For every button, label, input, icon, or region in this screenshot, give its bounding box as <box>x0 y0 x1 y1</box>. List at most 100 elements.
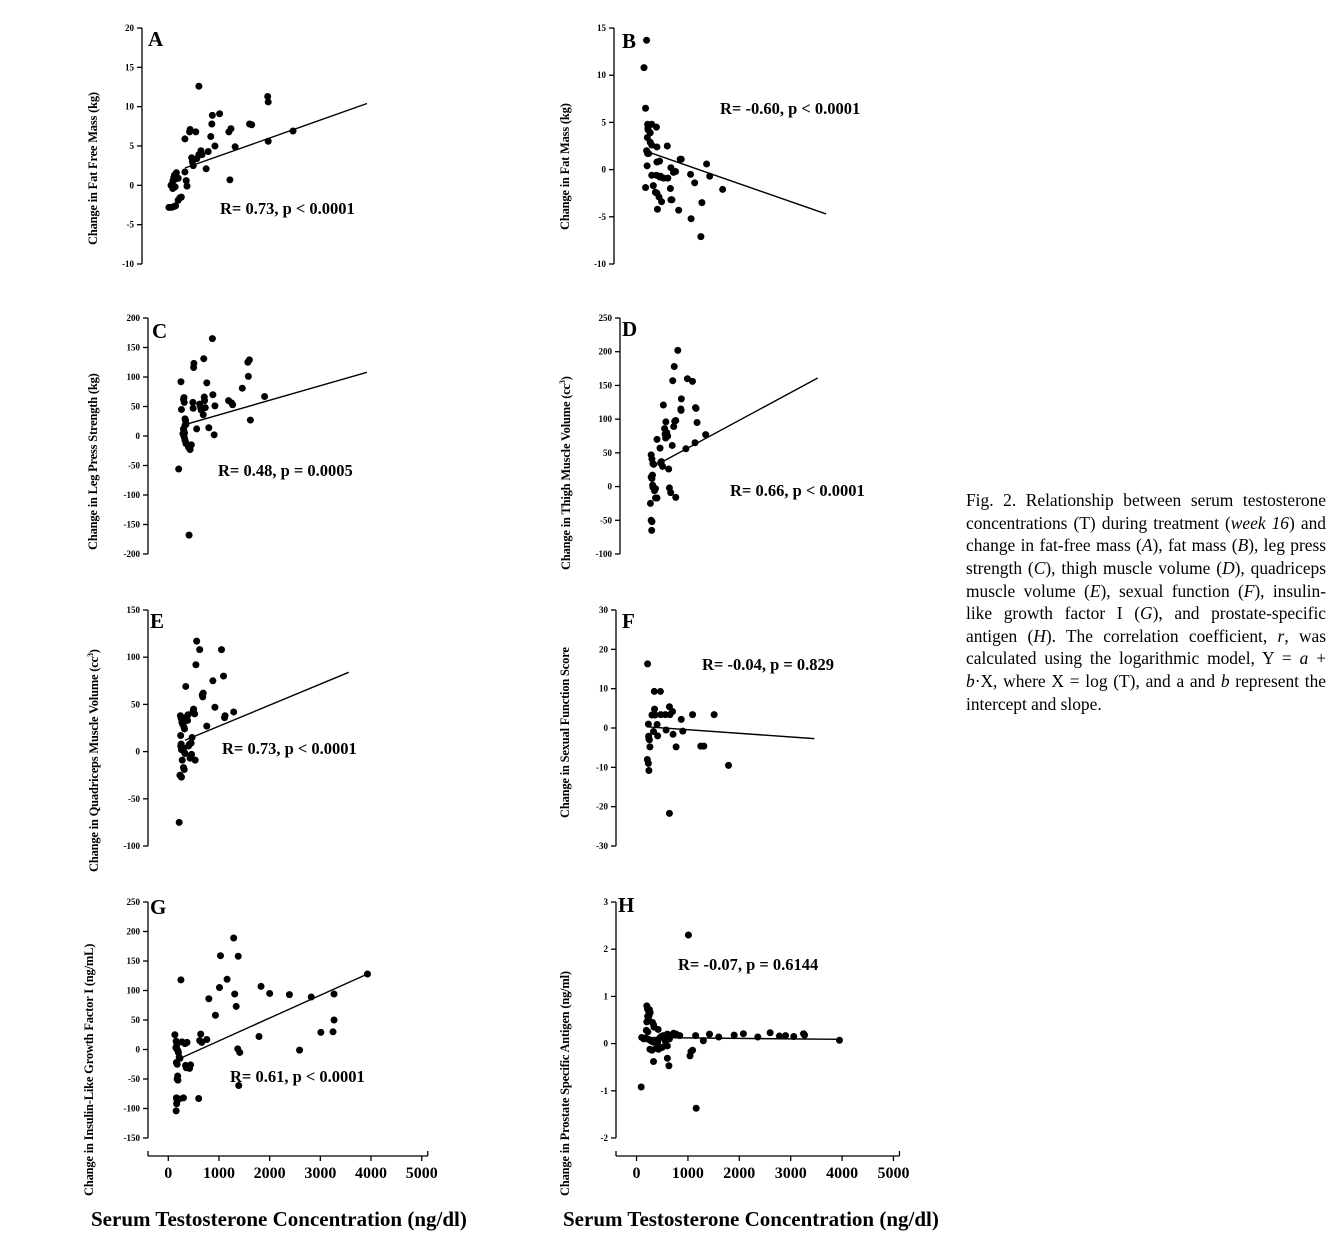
panel-e-plot: 150 100 50 0 -50 -100 E R= 0.73, p < 0.0001 <box>124 605 357 851</box>
data-point <box>230 934 238 942</box>
data-point <box>191 756 199 764</box>
data-point <box>654 1025 662 1033</box>
data-point <box>172 169 180 177</box>
panel-c-plot: 200 150 100 50 0 -50 -100 -150 -200 C R= 0.48, p =… <box>124 313 368 559</box>
data-point <box>209 677 217 685</box>
data-point <box>183 1038 191 1046</box>
data-point <box>216 110 224 118</box>
ytick-label: 15 <box>125 62 135 72</box>
ytick-label: 50 <box>131 402 141 412</box>
data-point <box>706 172 714 180</box>
xtick-label: 0 <box>633 1165 641 1182</box>
data-point <box>244 372 252 380</box>
data-point <box>175 465 183 473</box>
data-point <box>643 162 651 170</box>
data-point <box>317 1028 325 1036</box>
data-point <box>654 732 662 740</box>
ytick-label: -100 <box>124 490 141 500</box>
regression-line <box>184 102 368 169</box>
panel-g-plot: 250 200 150 100 50 0 -50 -100 -150 0 1000 2000 3000 4… <box>124 895 438 1182</box>
data-point <box>205 995 213 1003</box>
data-point <box>703 160 711 168</box>
data-point <box>174 1076 182 1084</box>
data-point <box>183 182 191 190</box>
ytick-label: -2 <box>601 1133 609 1143</box>
data-point <box>226 176 234 184</box>
data-point <box>175 818 183 826</box>
data-point <box>232 1002 240 1010</box>
ytick-label: -5 <box>127 220 135 230</box>
figure-caption: Fig. 2. Relationship between serum testo… <box>966 490 1327 714</box>
ytick-label: -50 <box>600 515 612 525</box>
data-point <box>264 92 272 100</box>
ytick-label: -100 <box>124 841 141 851</box>
panel-e: 150 100 50 0 -50 -100 E R= 0.73, p < 0.0001 <box>100 600 460 870</box>
correlation-annotation: R= -0.60, p < 0.0001 <box>720 99 860 118</box>
ytick-label: -50 <box>128 461 140 471</box>
data-point <box>775 1032 783 1040</box>
ytick-label: 200 <box>127 927 141 937</box>
data-point <box>651 711 659 719</box>
data-point <box>644 1028 652 1036</box>
ytick-label: 0 <box>136 431 141 441</box>
xaxis-title-left: Serum Testosterone Concentration (ng/dl) <box>91 1207 467 1231</box>
panel-letter: D <box>622 317 637 341</box>
data-point <box>677 406 685 414</box>
panel-c: 200 150 100 50 0 -50 -100 -150 -200 C R= 0.48, p =… <box>100 308 460 578</box>
data-point <box>289 127 297 135</box>
data-point <box>656 687 664 695</box>
panel-letter: F <box>622 609 635 633</box>
data-point <box>670 423 678 431</box>
ytick-label: -200 <box>124 549 141 559</box>
data-point <box>691 439 699 447</box>
data-point <box>656 157 664 165</box>
data-point <box>676 1032 684 1040</box>
data-point <box>178 756 186 764</box>
panel-h: 3 2 1 0 -1 -2 0 1000 2000 3000 4000 5000 H R= -0.07, … <box>572 892 932 1192</box>
data-point <box>651 494 659 502</box>
data-point <box>702 431 710 439</box>
data-point <box>184 716 192 724</box>
ytick-label: 200 <box>599 347 613 357</box>
data-point <box>266 989 274 997</box>
regression-line <box>646 726 815 740</box>
data-point <box>189 162 197 170</box>
data-point <box>257 982 265 990</box>
ytick-label: 10 <box>125 102 135 112</box>
data-point <box>187 1061 195 1069</box>
data-point <box>664 174 672 182</box>
panel-letter: G <box>150 895 166 919</box>
panel-letter: C <box>152 319 167 343</box>
data-point <box>659 462 667 470</box>
panel-h-ylabel: Change in Prostate Specific Antigen (ng/… <box>558 971 572 1196</box>
data-point <box>238 384 246 392</box>
xtick-label: 1000 <box>203 1165 235 1182</box>
data-point <box>199 689 207 697</box>
data-point <box>648 526 656 534</box>
data-point <box>766 1029 774 1037</box>
data-point <box>692 1032 700 1040</box>
data-point <box>664 432 672 440</box>
data-point <box>202 165 210 173</box>
data-point <box>653 435 661 443</box>
data-point <box>191 710 199 718</box>
data-point <box>663 142 671 150</box>
data-point <box>686 1052 694 1060</box>
panel-b: 15 10 5 0 -5 -10 B R= -0.60, p < 0.0001 <box>572 18 932 288</box>
data-point <box>697 233 705 241</box>
data-point <box>227 125 235 133</box>
data-point <box>234 952 242 960</box>
data-point <box>177 193 185 201</box>
data-point <box>200 355 208 363</box>
ytick-label: 0 <box>604 723 609 733</box>
panel-a-plot: 20 15 10 5 0 -5 -10 A R= 0.73, p < 0.0001 <box>122 23 368 269</box>
panel-a: 20 15 10 5 0 -5 -10 A R= 0.73, p < 0.0001 <box>100 18 460 288</box>
data-point <box>264 98 272 106</box>
data-point <box>665 1062 673 1070</box>
data-point <box>231 990 239 998</box>
data-point <box>221 712 229 720</box>
xtick-label: 5000 <box>877 1165 909 1182</box>
data-point <box>205 424 213 432</box>
data-point <box>739 1030 747 1038</box>
data-point <box>700 742 708 750</box>
